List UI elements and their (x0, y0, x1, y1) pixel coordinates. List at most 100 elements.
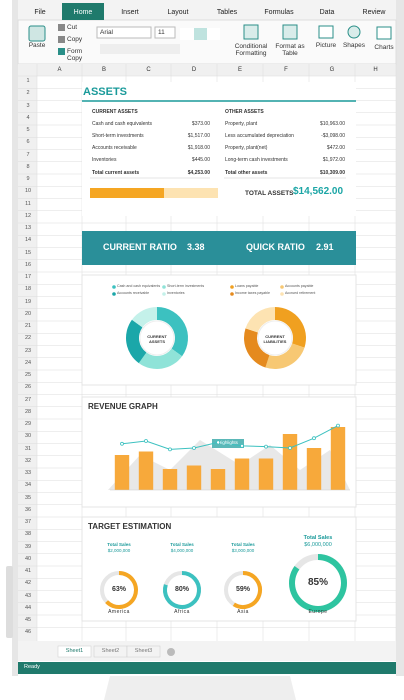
size-box[interactable] (154, 26, 176, 39)
legend-swatch (230, 292, 234, 296)
row-label: 19 (24, 298, 32, 305)
row-label: 24 (24, 359, 32, 366)
legend-label: Inventories (167, 291, 185, 295)
donut-segment (243, 328, 270, 368)
cut-button[interactable]: Cut (67, 24, 78, 31)
line-point (240, 443, 244, 448)
conditional-formatting[interactable]: Conditional Formatting (234, 43, 268, 57)
row-label: 9 (26, 176, 30, 182)
table-icon[interactable] (282, 24, 298, 40)
row-label: 6 (26, 139, 30, 146)
font-box[interactable] (96, 26, 152, 39)
cut-icon[interactable] (58, 24, 65, 31)
sheet-tab-label[interactable]: Sheet2 (101, 648, 120, 654)
ribbon-tab[interactable]: Tables (216, 9, 238, 16)
sheet-tab (126, 645, 161, 658)
cf-icon[interactable] (243, 24, 259, 40)
ratio-value: 2.91 (316, 242, 334, 252)
bezel (396, 0, 404, 676)
ribbon-tab[interactable]: File (34, 9, 46, 16)
row-label: 13 (24, 225, 32, 231)
row-label: 1 (26, 78, 30, 84)
line-point (216, 440, 220, 445)
row-label: 38 (24, 531, 32, 538)
format-icons[interactable] (100, 44, 180, 54)
row-value: $10,963.00 (319, 121, 345, 127)
line-point (192, 446, 196, 450)
sales-amount: $2,000,000 (107, 548, 131, 553)
shapes-button[interactable]: Shapes (342, 42, 366, 49)
copy-icon[interactable] (58, 36, 65, 43)
column-label: A (57, 67, 62, 73)
form-copy-button[interactable]: Form Copy (67, 48, 83, 62)
donut-center: CURRENT ASSETS (147, 334, 167, 344)
row-label-text: Long-term cash investments (225, 157, 288, 163)
stand (104, 676, 296, 700)
row-label: 12 (24, 212, 32, 219)
donut-segment (265, 343, 305, 369)
sales-heading: Total Sales (303, 535, 333, 541)
copy-button[interactable]: Copy (67, 36, 83, 43)
region-label: Europe (308, 609, 328, 615)
legend-label: Loans payable (235, 284, 259, 288)
region-label: Africa (174, 609, 190, 615)
section-title: TARGET ESTIMATION (88, 522, 172, 531)
column-label: C (146, 67, 151, 73)
sheet-tab-label[interactable]: Sheet1 (65, 648, 84, 654)
add-sheet[interactable] (167, 648, 175, 656)
bar (234, 458, 250, 490)
gauge-arc (232, 571, 262, 609)
ribbon-tab[interactable]: Layout (167, 9, 189, 16)
ribbon-tab[interactable]: Formulas (264, 9, 294, 16)
bar (330, 427, 346, 490)
form-copy-icon[interactable] (58, 48, 65, 55)
highlight-label: Highlights (218, 440, 238, 445)
status-text: Ready (24, 664, 40, 670)
ribbon-tab[interactable]: Review (362, 9, 386, 16)
picture-icon[interactable] (318, 25, 334, 39)
row-value: $4,253.00 (187, 170, 210, 176)
shapes-icon[interactable] (347, 25, 361, 39)
ribbon-tab[interactable]: Insert (121, 9, 139, 16)
ribbon-tab[interactable]: Home (73, 9, 93, 16)
row-label: 17 (24, 274, 32, 280)
gauge-arc (105, 571, 138, 609)
paste-icon[interactable] (28, 25, 46, 42)
line-point (264, 444, 268, 449)
row-value: $1,517.00 (187, 133, 210, 139)
donut-hole (139, 320, 175, 356)
legend-swatch (162, 292, 166, 296)
row-label: 44 (24, 604, 32, 611)
charts-icon[interactable] (376, 26, 392, 40)
column-label: F (284, 67, 288, 73)
donut-segment (245, 307, 275, 333)
column-label: B (101, 67, 106, 73)
row-value: $10,309.00 (319, 170, 345, 176)
charts-button[interactable]: Charts (374, 44, 394, 51)
font-name[interactable]: Arial (100, 29, 114, 36)
sales-heading: Total Sales (231, 542, 255, 547)
line-point (144, 439, 148, 443)
align-active[interactable] (194, 28, 207, 40)
paste-button[interactable]: Paste (28, 42, 46, 49)
bar (258, 458, 274, 490)
row-label: 32 (24, 457, 32, 464)
sheet-tab (57, 645, 92, 658)
row-label-text: Inventories (92, 157, 117, 163)
row-label-text: Property, plant (225, 121, 258, 127)
row-label: 18 (24, 286, 32, 293)
line-point (168, 447, 172, 452)
picture-button[interactable]: Picture (315, 42, 337, 49)
row-label-text: Property, plant(net) (225, 145, 268, 151)
row-label: 20 (24, 310, 32, 317)
font-size[interactable]: 11 (158, 29, 165, 36)
ribbon-tab[interactable]: Data (319, 9, 335, 16)
sheet-tab-label[interactable]: Sheet3 (134, 648, 153, 654)
status-bar (18, 662, 396, 674)
tab-bar (18, 0, 396, 20)
legend-swatch (280, 285, 284, 289)
bar (162, 469, 178, 490)
format-as-table[interactable]: Format as Table (275, 43, 305, 57)
row-label-text: Total other assets (225, 170, 268, 176)
sales-amount: $6,000,000 (304, 542, 332, 548)
